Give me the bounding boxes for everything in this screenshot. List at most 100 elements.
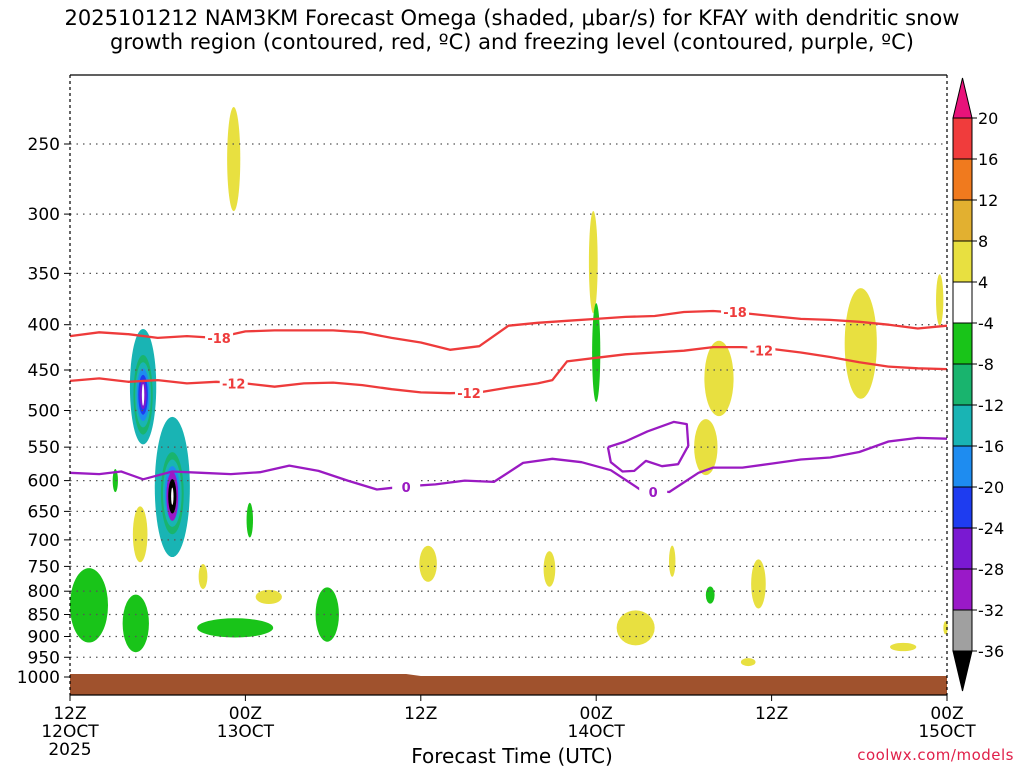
omega-region-24 <box>740 658 756 667</box>
colorbar-box-4 <box>952 281 973 324</box>
credit-text: coolwx.com/models <box>857 746 1014 764</box>
contour-label-bg-0-1 <box>639 483 668 500</box>
omega-region-10 <box>198 564 208 589</box>
omega-region-22 <box>751 559 766 609</box>
omega-region-1 <box>588 211 598 314</box>
omega-region-13 <box>70 568 109 643</box>
colorbar-label-3: 8 <box>978 232 988 251</box>
colorbar-box-3 <box>952 240 973 283</box>
omega-shading <box>70 107 948 667</box>
chart-title-line2: growth region (contoured, red, ºC) and f… <box>110 30 914 54</box>
colorbar-label-11: -28 <box>978 560 1004 579</box>
xtick-label-2-0: 12Z <box>404 704 437 724</box>
xtick-label-4-0: 12Z <box>755 704 788 724</box>
ytick-label-500: 500 <box>28 402 60 422</box>
ytick-label-750: 750 <box>28 557 60 577</box>
omega-region-5 <box>704 340 734 417</box>
ytick-label-650: 650 <box>28 502 60 522</box>
ground-strip <box>70 674 947 695</box>
omega-core-mark-0 <box>141 383 145 406</box>
omega-region-21 <box>705 586 715 604</box>
contour--12 <box>69 345 948 395</box>
colorbar-box-9 <box>952 486 973 529</box>
colorbar-label-2: 12 <box>978 191 998 210</box>
colorbar-top-triangle <box>952 77 973 119</box>
colorbar-box-1 <box>952 158 973 201</box>
contour-0-closed <box>606 420 690 473</box>
colorbar-label-5: -4 <box>978 314 994 333</box>
omega-region-2 <box>592 303 601 402</box>
contour-label-bg--18-0 <box>205 329 234 346</box>
colorbar-box-6 <box>952 363 973 406</box>
xtick-label-5-0: 00Z <box>930 704 963 724</box>
omega-region-3 <box>844 288 877 399</box>
ytick-label-400: 400 <box>28 316 60 336</box>
omega-region-26 <box>943 621 948 635</box>
chart-title: 2025101212 NAM3KM Forecast Omega (shaded… <box>0 6 1024 54</box>
colorbar-box-2 <box>952 199 973 242</box>
omega-region-25 <box>889 642 917 652</box>
omega-core-mark-2 <box>171 487 174 505</box>
omega-region-9 <box>132 506 148 563</box>
xtick-label-3-0: 00Z <box>580 704 613 724</box>
ytick-label-300: 300 <box>28 205 60 225</box>
contour-label-0-1: 0 <box>649 486 658 501</box>
ytick-label-450: 450 <box>28 361 60 381</box>
ytick-label-950: 950 <box>28 648 60 668</box>
omega-region-0 <box>227 107 241 212</box>
colorbar-label-13: -36 <box>978 642 1004 661</box>
ytick-label-1000: 1000 <box>17 668 60 688</box>
omega-region-18 <box>419 545 437 582</box>
xtick-label-1-1: 13OCT <box>217 722 275 742</box>
contour-label--12-0: -12 <box>222 377 246 392</box>
colorbar-box-0 <box>952 117 973 160</box>
contour-label-bg--12-1 <box>455 385 484 402</box>
omega-region-15 <box>197 618 274 638</box>
colorbar-bottom-triangle <box>952 650 973 692</box>
ytick-label-250: 250 <box>28 135 60 155</box>
xtick-label-0-0: 12Z <box>53 704 86 724</box>
ytick-label-800: 800 <box>28 582 60 602</box>
ytick-label-700: 700 <box>28 531 60 551</box>
colorbar-label-7: -12 <box>978 396 1004 415</box>
contour-label-bg--18-1 <box>721 304 750 321</box>
contour-label--18-1: -18 <box>723 306 747 321</box>
xtick-label-0-2: 2025 <box>48 740 91 760</box>
colorbar-label-6: -8 <box>978 355 994 374</box>
xtick-label-5-1: 15OCT <box>918 722 976 742</box>
chart-title-line1: 2025101212 NAM3KM Forecast Omega (shaded… <box>64 6 960 30</box>
contour-label-0-0: 0 <box>402 481 411 496</box>
x-axis-title: Forecast Time (UTC) <box>411 744 613 768</box>
contour-label-bg--12-0 <box>219 375 248 392</box>
colorbar-box-12 <box>952 609 973 652</box>
xtick-label-0-1: 12OCT <box>41 722 99 742</box>
pressure-gridlines <box>70 143 947 678</box>
xtick-label-3-1: 14OCT <box>568 722 626 742</box>
ytick-label-850: 850 <box>28 606 60 626</box>
omega-region-23 <box>616 610 655 646</box>
colorbar-label-1: 16 <box>978 150 998 169</box>
contour-label-bg--12-2 <box>747 342 776 359</box>
colorbar-label-4: 4 <box>978 273 988 292</box>
contour-lines: -18 -18 -12 -12 -12 0 0 <box>69 304 948 501</box>
colorbar-box-5 <box>952 322 973 365</box>
omega-region-19 <box>543 551 556 587</box>
contour-0 <box>69 436 948 494</box>
chart-axes: 250 300 350 400 450 500 550 600 650 700 750 800 850 9… <box>17 74 976 760</box>
omega-region-11 <box>112 469 118 493</box>
colorbar: 20 16 12 8 4 -4 -8 -12 -16 -20 -24 -28 -32 -36 <box>952 77 1004 692</box>
ytick-label-600: 600 <box>28 472 60 492</box>
ytick-label-550: 550 <box>28 438 60 458</box>
omega-region-16 <box>315 587 339 642</box>
ytick-label-350: 350 <box>28 264 60 284</box>
colorbar-box-7 <box>952 404 973 447</box>
colorbar-label-9: -20 <box>978 478 1004 497</box>
colorbar-box-8 <box>952 445 973 488</box>
omega-region-4 <box>936 274 944 326</box>
colorbar-label-10: -24 <box>978 519 1004 538</box>
colorbar-label-0: 20 <box>978 109 998 128</box>
contour--18 <box>69 309 948 351</box>
contour-label--18-0: -18 <box>207 332 231 347</box>
colorbar-label-8: -16 <box>978 437 1004 456</box>
